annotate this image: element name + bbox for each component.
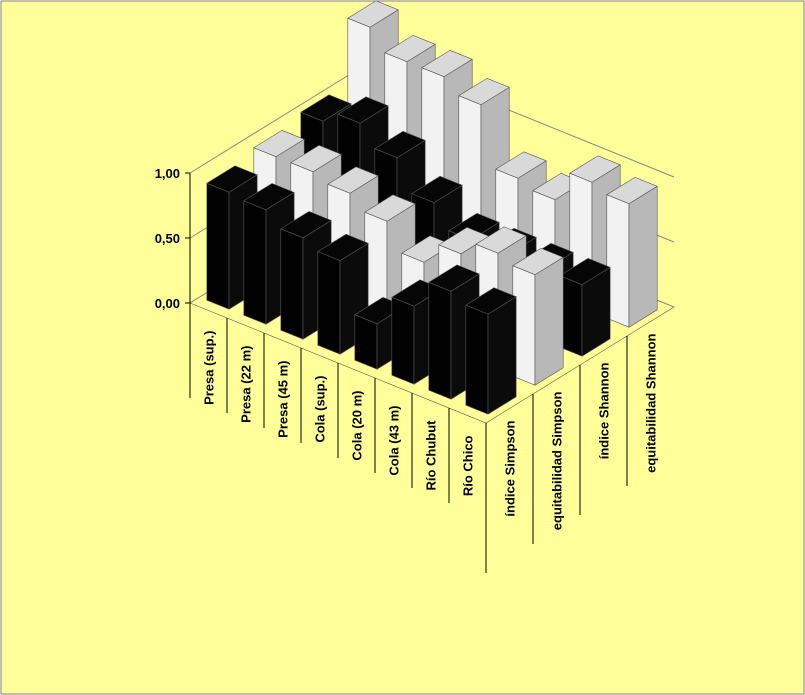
bar-top xyxy=(512,247,564,276)
bar-front xyxy=(243,200,267,325)
bar-top xyxy=(458,77,510,106)
series-label: equitabilidad Simpson xyxy=(550,391,565,530)
y-tick-label: 0,00 xyxy=(155,296,180,311)
bar xyxy=(364,194,416,326)
bar-top xyxy=(606,176,658,205)
bar-side xyxy=(487,296,517,415)
bar xyxy=(559,257,611,357)
bar-top xyxy=(317,233,369,261)
bar-top xyxy=(384,34,436,63)
bar-top xyxy=(290,144,342,173)
bar-top xyxy=(347,0,399,28)
x-tick-label: Presa (45 m) xyxy=(276,361,291,438)
bar-front xyxy=(354,314,378,370)
bar-top xyxy=(559,257,611,286)
x-tick-label: Cola (sup.) xyxy=(313,376,328,443)
bar-front xyxy=(391,296,415,385)
bar-top xyxy=(253,129,305,158)
plot-area: 0,00 0,50 1,00 Presa (sup.) Presa (22 m) Pres… xyxy=(155,0,675,573)
bar-top xyxy=(327,166,379,194)
bar-top xyxy=(280,211,332,239)
bar-top xyxy=(465,287,517,315)
bar-top xyxy=(374,130,426,159)
bar-top xyxy=(428,264,480,292)
bar xyxy=(606,176,658,328)
bar-side xyxy=(534,256,564,386)
bar xyxy=(512,247,564,386)
bar xyxy=(465,287,517,415)
bar-front xyxy=(206,182,230,310)
bar-front xyxy=(280,228,304,340)
series-label: índice Simpson xyxy=(503,420,518,516)
bar-top xyxy=(300,94,352,122)
bar-top xyxy=(495,151,547,179)
series-label: equitabilidad Shannon xyxy=(644,333,659,472)
bar-top xyxy=(569,155,621,183)
x-tick-label: Cola (43 m) xyxy=(387,406,402,476)
series-label: índice Shannon xyxy=(597,362,612,459)
x-tick-label: Río Chubut xyxy=(424,420,439,491)
bar-top xyxy=(206,165,258,193)
bar-top xyxy=(411,175,463,203)
x-tick-label: Cola (20 m) xyxy=(350,391,365,461)
x-tick-label: Presa (sup.) xyxy=(202,331,217,405)
bar-top xyxy=(475,226,527,254)
bar-top xyxy=(337,96,389,124)
y-tick-label: 1,00 xyxy=(155,166,180,181)
x-tick-label: Presa (22 m) xyxy=(239,346,254,423)
bar-front xyxy=(428,281,452,400)
bar-top xyxy=(421,49,473,78)
bar-side xyxy=(628,185,658,328)
bar-top xyxy=(364,194,416,222)
bar-front xyxy=(465,304,489,415)
bar-front xyxy=(317,251,341,355)
bar-top xyxy=(243,183,295,211)
y-tick-label: 0,50 xyxy=(155,231,180,246)
x-tick-label: Río Chico xyxy=(461,435,476,496)
